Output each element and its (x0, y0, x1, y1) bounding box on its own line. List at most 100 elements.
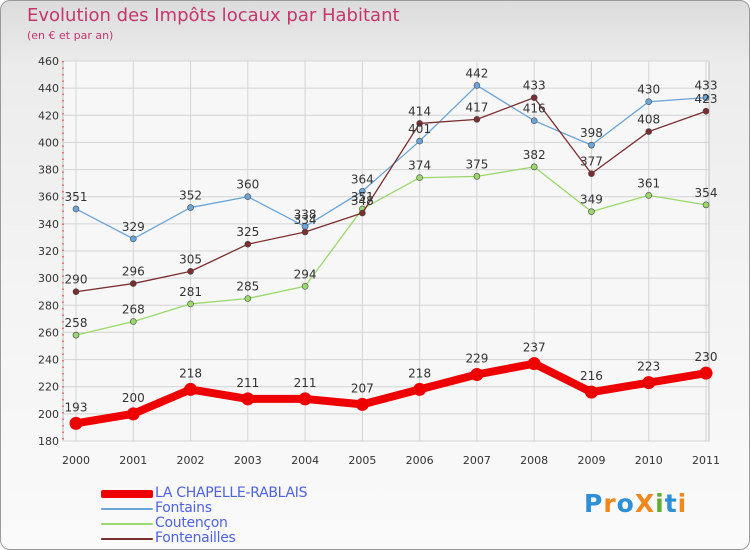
data-point (645, 98, 653, 106)
data-label: 416 (523, 102, 546, 116)
data-label: 216 (580, 369, 603, 383)
logo-letter: r (603, 489, 617, 518)
data-point (642, 376, 656, 390)
data-point (129, 318, 137, 325)
data-point (473, 116, 481, 123)
data-label: 351 (65, 190, 88, 204)
data-label: 374 (408, 159, 431, 173)
data-label: 417 (465, 100, 488, 114)
y-tick-label: 400 (38, 136, 59, 149)
series-layer (69, 82, 713, 430)
data-label: 211 (294, 376, 317, 390)
x-tick-label: 2002 (177, 454, 205, 467)
x-tick-label: 2009 (577, 454, 605, 467)
data-point (645, 128, 653, 135)
data-label: 329 (122, 220, 145, 234)
y-tick-label: 180 (38, 435, 59, 448)
logo-letter: o (616, 489, 635, 518)
logo-letter: i (655, 489, 665, 518)
data-point (69, 416, 83, 430)
logo-letter: t (664, 489, 678, 518)
data-label: 414 (408, 104, 431, 118)
x-tick-label: 2004 (291, 454, 319, 467)
data-point (473, 173, 481, 180)
logo-letter: i (677, 489, 688, 518)
data-label: 375 (465, 157, 488, 171)
data-label: 218 (179, 366, 202, 380)
data-label: 294 (294, 267, 317, 281)
data-point (244, 295, 252, 302)
legend-swatch (101, 508, 153, 510)
data-point (129, 280, 137, 287)
data-label: 364 (351, 172, 374, 186)
axes-layer: 180 200 220 240 260 280 300 320 340 360 380 400 420 4… (38, 55, 720, 467)
data-point (470, 368, 484, 381)
logo-letter: X (634, 489, 656, 518)
data-point (584, 385, 598, 399)
data-label: 296 (122, 265, 145, 279)
data-point (416, 174, 423, 182)
data-point (72, 205, 80, 213)
data-point (702, 94, 710, 101)
y-tick-label: 360 (38, 191, 59, 204)
chart-title: Evolution des Impôts locaux par Habitant (27, 5, 400, 26)
y-tick-label: 380 (38, 164, 59, 177)
data-label: 401 (408, 122, 431, 136)
series-line (75, 84, 707, 240)
chart-subtitle: (en € et par an) (27, 29, 114, 42)
data-label: 305 (179, 252, 202, 266)
y-tick-label: 260 (38, 326, 59, 339)
data-label: 230 (695, 350, 718, 364)
data-point (530, 94, 538, 101)
data-label: 382 (523, 148, 546, 162)
y-tick-label: 320 (38, 245, 59, 258)
data-label: 258 (65, 316, 88, 330)
data-point (187, 268, 194, 275)
data-point (588, 141, 595, 149)
data-point (702, 107, 710, 115)
data-point (416, 137, 423, 145)
data-label: 281 (179, 285, 202, 299)
proxiti-logo: ProXiti (584, 489, 687, 518)
data-label: 211 (236, 376, 259, 390)
legend-swatch (101, 490, 153, 498)
data-point (129, 235, 137, 243)
data-label: 325 (236, 225, 259, 239)
x-tick-label: 2001 (119, 454, 147, 467)
data-point (413, 382, 427, 396)
data-label: 338 (294, 208, 317, 222)
data-point (588, 208, 595, 215)
legend-swatch (101, 538, 153, 540)
data-label: 377 (580, 155, 603, 169)
y-tick-label: 420 (38, 109, 59, 122)
data-label: 423 (695, 92, 718, 106)
data-point (699, 366, 713, 380)
data-point (530, 117, 538, 125)
y-tick-label: 440 (38, 82, 59, 95)
x-tick-label: 2000 (62, 454, 90, 467)
y-tick-label: 280 (38, 299, 59, 312)
data-label: 433 (695, 79, 718, 93)
data-label: 352 (179, 189, 202, 203)
data-point (530, 163, 538, 171)
x-tick-label: 2010 (635, 454, 663, 467)
data-point (244, 193, 252, 201)
legend-label: Fontenailles (155, 530, 236, 546)
data-label: 290 (65, 273, 88, 287)
data-label: 430 (637, 83, 660, 97)
data-label: 223 (637, 360, 660, 374)
data-point (702, 201, 710, 209)
y-tick-label: 460 (38, 55, 59, 68)
data-label: 361 (637, 176, 660, 190)
y-tick-label: 340 (38, 218, 59, 231)
series-line (75, 166, 707, 336)
data-label: 442 (465, 66, 488, 80)
series-line (75, 96, 707, 293)
y-tick-label: 200 (38, 408, 59, 421)
data-label: 334 (294, 213, 317, 227)
x-tick-label: 2011 (692, 454, 720, 467)
data-label: 218 (408, 366, 431, 380)
data-point (72, 288, 80, 296)
data-label: 229 (465, 352, 488, 366)
